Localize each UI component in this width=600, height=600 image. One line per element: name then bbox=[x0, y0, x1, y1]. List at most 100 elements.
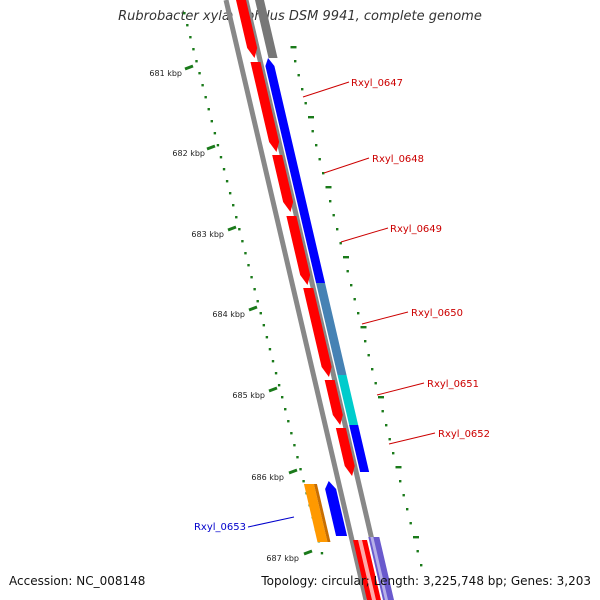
ruler-dot-left bbox=[274, 372, 278, 375]
ruler-dot-left bbox=[262, 324, 266, 327]
ruler-dot-left bbox=[219, 156, 223, 159]
gene-label-rxyl-0651[interactable]: Rxyl_0651 bbox=[427, 379, 479, 390]
ruler-dot-right bbox=[336, 228, 339, 231]
feature-rxyl-0653-orange[interactable] bbox=[303, 484, 328, 542]
ruler-tick-683 bbox=[227, 225, 237, 232]
ruler-dot-left bbox=[287, 420, 290, 423]
reverse-gene-slate-inner[interactable] bbox=[370, 537, 389, 600]
ruler-dot-right bbox=[378, 396, 384, 399]
reverse-gene-gray[interactable] bbox=[254, 0, 278, 58]
ruler-dot-right bbox=[381, 410, 384, 413]
ruler-dot-left bbox=[271, 360, 275, 363]
ruler-label-681: 681 kbp bbox=[149, 69, 182, 78]
ruler-dot-left bbox=[247, 264, 250, 267]
ruler-dot-right bbox=[402, 494, 405, 497]
ruler-dot-left bbox=[204, 96, 207, 99]
ruler-dot-left bbox=[293, 444, 296, 447]
ruler-dot-left bbox=[256, 300, 259, 303]
feature-rxyl-0653-orange-edge[interactable] bbox=[313, 484, 331, 542]
ruler-dot-left bbox=[207, 108, 210, 111]
forward-gene-7[interactable] bbox=[335, 428, 355, 476]
leader-line-650 bbox=[361, 311, 409, 325]
ruler-dot-left bbox=[235, 216, 238, 219]
ruler-dot-left bbox=[238, 228, 241, 231]
ruler-dot-left bbox=[284, 408, 287, 411]
forward-gene-6[interactable] bbox=[324, 380, 343, 425]
ruler-dot-left bbox=[195, 60, 198, 63]
ruler-dot-right bbox=[308, 116, 314, 119]
ruler-dot-right bbox=[350, 284, 353, 287]
gene-label-rxyl-0647[interactable]: Rxyl_0647 bbox=[351, 78, 403, 89]
leader-line-652 bbox=[388, 432, 436, 445]
ruler-dot-left bbox=[302, 480, 305, 483]
ruler-dot-left bbox=[268, 348, 272, 351]
ruler-label-684: 684 kbp bbox=[212, 310, 245, 319]
forward-gene-8-inner[interactable] bbox=[358, 540, 377, 600]
ruler-dot-right bbox=[385, 424, 388, 427]
ruler-dot-left bbox=[265, 336, 269, 339]
ruler-dot-right bbox=[360, 326, 367, 329]
forward-gene-3[interactable] bbox=[272, 155, 294, 212]
gene-label-rxyl-0648[interactable]: Rxyl_0648 bbox=[372, 154, 424, 165]
reverse-strand-features bbox=[254, 0, 394, 600]
reverse-gene-rxyl-0651[interactable] bbox=[337, 375, 359, 425]
ruler-dot-right bbox=[290, 46, 297, 49]
leader-line-649 bbox=[340, 227, 389, 243]
reverse-gene-rxyl-0652[interactable] bbox=[349, 425, 370, 472]
forward-gene-4[interactable] bbox=[286, 216, 311, 285]
gene-label-rxyl-0653[interactable]: Rxyl_0653 bbox=[194, 522, 246, 533]
ruler-dot-left bbox=[210, 120, 213, 123]
ruler-tick-681 bbox=[184, 64, 194, 71]
ruler-dot-right bbox=[343, 256, 349, 259]
forward-gene-2[interactable] bbox=[250, 62, 280, 152]
ruler-label-683: 683 kbp bbox=[191, 230, 224, 239]
forward-gene-5[interactable] bbox=[303, 288, 332, 377]
ruler-tick-686 bbox=[288, 468, 298, 475]
ruler-tick-682 bbox=[206, 144, 216, 151]
gene-label-rxyl-0652[interactable]: Rxyl_0652 bbox=[438, 429, 490, 440]
ruler-dot-right bbox=[315, 144, 318, 147]
map-title: Rubrobacter xylanophilus DSM 9941, compl… bbox=[118, 9, 482, 24]
reverse-gene-rxyl-0650[interactable] bbox=[316, 283, 347, 375]
backbone-line-left bbox=[223, 0, 369, 600]
ruler-dot-left bbox=[232, 204, 235, 207]
ruler-dot-right bbox=[329, 200, 332, 203]
ruler-dot-left bbox=[259, 312, 262, 315]
gene-label-rxyl-0649[interactable]: Rxyl_0649 bbox=[390, 224, 442, 235]
feature-rxyl-0653-blue[interactable] bbox=[325, 481, 348, 536]
ruler-dot-right bbox=[322, 172, 325, 175]
ruler-dot-right bbox=[357, 312, 360, 315]
ruler-label-686: 686 kbp bbox=[251, 473, 284, 482]
ruler-dot-left bbox=[277, 384, 281, 387]
ruler-tick-685 bbox=[268, 386, 278, 393]
forward-strand-features bbox=[235, 0, 381, 600]
forward-gene-1[interactable] bbox=[235, 0, 258, 58]
ruler-dot-right bbox=[332, 214, 335, 217]
ruler-dot-left bbox=[299, 468, 302, 471]
ruler-dot-left bbox=[290, 432, 293, 435]
ruler-tick-684 bbox=[248, 305, 258, 312]
ruler-dot-right bbox=[392, 452, 395, 455]
ruler-dot-right bbox=[339, 242, 342, 245]
ruler-label-687: 687 kbp bbox=[266, 554, 299, 563]
reverse-gene-rxyl-0647-0649[interactable] bbox=[265, 58, 326, 283]
ruler-dot-right bbox=[297, 74, 300, 77]
ruler-dot-left bbox=[216, 144, 220, 147]
ruler-dot-left bbox=[241, 240, 244, 243]
topology-text: Topology: circular; Length: 3,225,748 bp… bbox=[261, 574, 591, 588]
ruler-dot-right bbox=[406, 508, 409, 511]
ruler-tick-687 bbox=[303, 549, 313, 556]
ruler-dot-left bbox=[201, 84, 204, 87]
ruler-dot-left bbox=[225, 180, 229, 183]
gene-label-rxyl-0650[interactable]: Rxyl_0650 bbox=[411, 308, 463, 319]
ruler-dot-right bbox=[304, 102, 307, 105]
ruler-dot-right bbox=[311, 130, 314, 133]
ruler-dot-left bbox=[198, 72, 201, 75]
ruler-dot-right bbox=[301, 88, 304, 91]
ruler-dot-left bbox=[250, 276, 253, 279]
ruler-dot-right bbox=[346, 270, 349, 273]
leader-line-651 bbox=[376, 382, 425, 396]
ruler-dot-left bbox=[296, 456, 299, 459]
ruler-dot-right bbox=[395, 466, 402, 469]
